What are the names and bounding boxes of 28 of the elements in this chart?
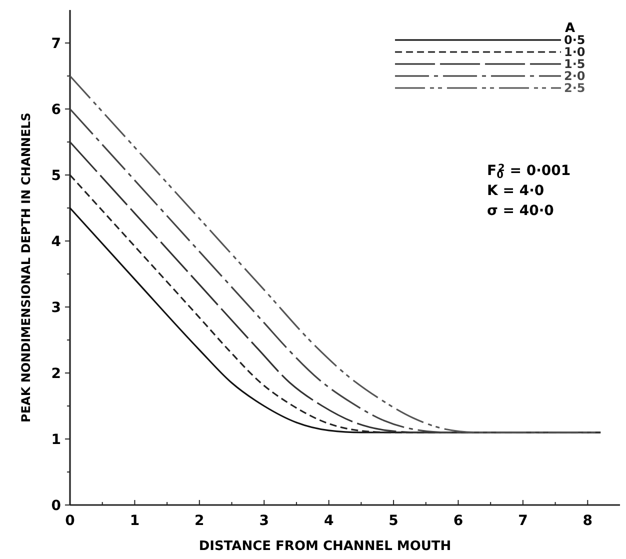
text: 1·0 bbox=[564, 45, 586, 60]
annotation: σ = 40·0 bbox=[487, 203, 554, 219]
legend-title: A bbox=[565, 21, 576, 36]
y-tick-label: 1 bbox=[51, 432, 61, 448]
x-tick-label: 1 bbox=[130, 513, 140, 529]
y-tick-label: 7 bbox=[51, 36, 61, 52]
text: 2·5 bbox=[564, 81, 586, 96]
y-tick-label: 6 bbox=[51, 102, 61, 118]
text: 0·5 bbox=[564, 33, 586, 48]
text: 2·0 bbox=[564, 69, 586, 84]
y-tick-label: 2 bbox=[51, 366, 61, 382]
y-tick-label: 3 bbox=[51, 300, 61, 316]
x-tick-label: 7 bbox=[518, 513, 528, 529]
x-axis-title: DISTANCE FROM CHANNEL MOUTH bbox=[198, 539, 452, 554]
annotation: K = 4·0 bbox=[487, 183, 544, 199]
y-tick-label: 5 bbox=[51, 168, 61, 184]
x-tick-label: 5 bbox=[388, 513, 398, 529]
x-tick-label: 8 bbox=[582, 513, 593, 529]
y-tick-label: 4 bbox=[51, 234, 62, 250]
x-tick-label: 4 bbox=[324, 513, 334, 529]
y-axis-title: PEAK NONDIMENSIONAL DEPTH IN CHANNELS bbox=[19, 112, 33, 422]
x-tick-label: 0 bbox=[65, 513, 76, 529]
x-tick-label: 2 bbox=[194, 513, 204, 529]
text: 1·5 bbox=[564, 57, 586, 72]
x-tick-label: 3 bbox=[259, 513, 269, 529]
y-tick-label: 0 bbox=[51, 498, 62, 514]
x-tick-label: 6 bbox=[453, 513, 464, 529]
annotation: F$_{0}$$^{2}$ = 0·001 bbox=[487, 162, 571, 180]
